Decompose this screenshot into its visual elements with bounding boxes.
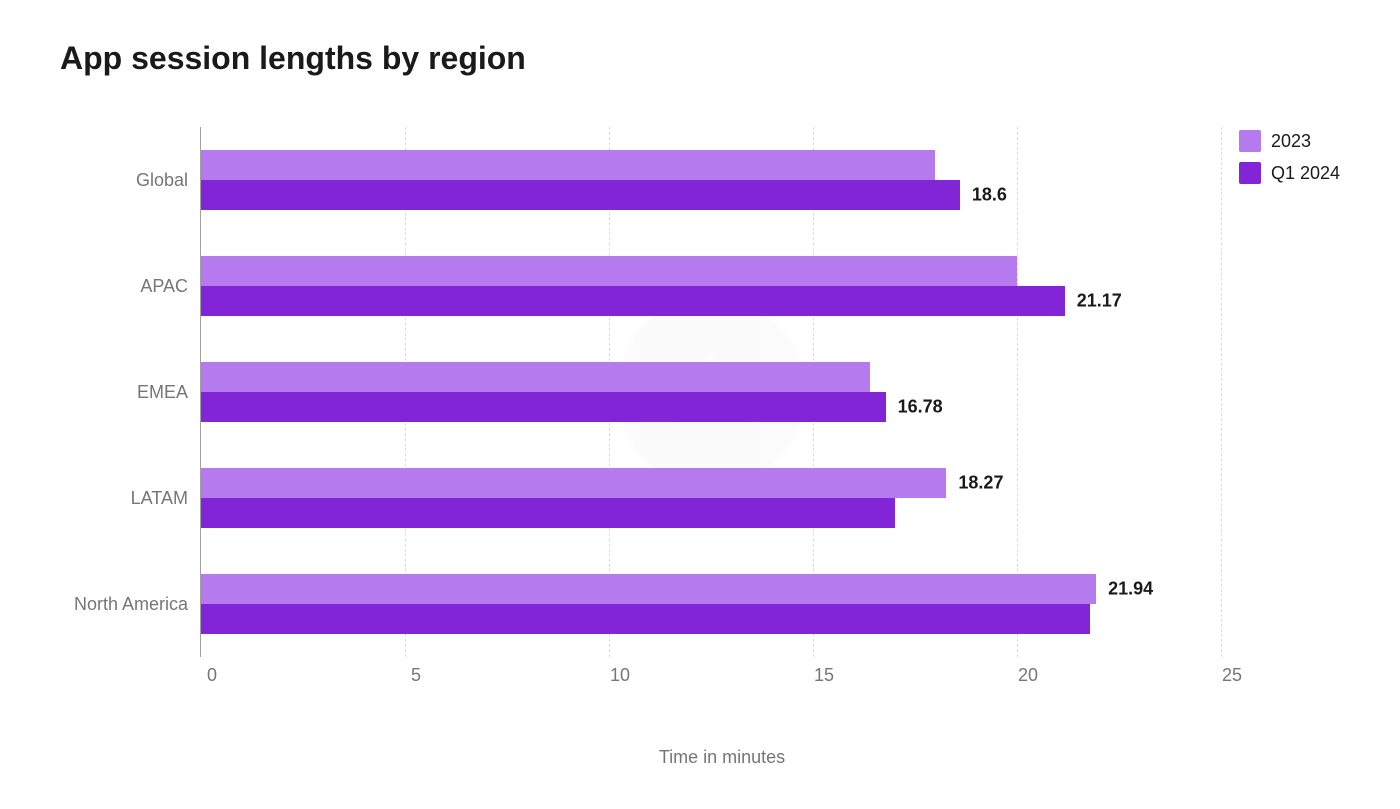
legend-item: Q1 2024 xyxy=(1239,162,1340,184)
bar-series-2023 xyxy=(201,362,870,392)
legend: 2023 Q1 2024 xyxy=(1239,130,1340,194)
x-tick-label: 5 xyxy=(411,665,421,686)
bar-value-label: 16.78 xyxy=(898,397,943,418)
bar-series-q1-2024: 18.6 xyxy=(201,180,960,210)
bar-group: 21.94 xyxy=(201,551,1220,657)
bar-series-2023 xyxy=(201,150,935,180)
bar-series-q1-2024 xyxy=(201,498,895,528)
bar-group: 21.17 xyxy=(201,233,1220,339)
x-tick-label: 15 xyxy=(814,665,834,686)
y-axis-label: APAC xyxy=(140,276,188,297)
bar-series-2023: 18.27 xyxy=(201,468,946,498)
x-tick-label: 20 xyxy=(1018,665,1038,686)
y-axis-label: EMEA xyxy=(137,382,188,403)
bar-value-label: 18.27 xyxy=(958,473,1003,494)
y-axis-label: Global xyxy=(136,170,188,191)
legend-item: 2023 xyxy=(1239,130,1340,152)
bar-series-q1-2024 xyxy=(201,604,1090,634)
x-axis: 0510152025 xyxy=(212,657,1232,707)
bar-value-label: 21.94 xyxy=(1108,579,1153,600)
bar-group: 18.27 xyxy=(201,445,1220,551)
bar-series-2023 xyxy=(201,256,1017,286)
x-axis-title: Time in minutes xyxy=(212,747,1232,768)
bar-value-label: 21.17 xyxy=(1077,291,1122,312)
plot-area: 18.6 21.17 16.78 18.27 21.94 xyxy=(200,127,1220,657)
x-tick-label: 10 xyxy=(610,665,630,686)
bar-group: 16.78 xyxy=(201,339,1220,445)
chart-container: App session lengths by region Global APAC… xyxy=(0,0,1400,809)
y-axis-labels: Global APAC EMEA LATAM North America xyxy=(60,127,200,657)
y-axis-label: LATAM xyxy=(131,488,188,509)
legend-label: Q1 2024 xyxy=(1271,163,1340,184)
y-axis-label: North America xyxy=(74,594,188,615)
legend-swatch xyxy=(1239,162,1261,184)
x-tick-label: 25 xyxy=(1222,665,1242,686)
bar-value-label: 18.6 xyxy=(972,185,1007,206)
legend-swatch xyxy=(1239,130,1261,152)
bar-series-q1-2024: 21.17 xyxy=(201,286,1065,316)
bar-group: 18.6 xyxy=(201,127,1220,233)
chart-title: App session lengths by region xyxy=(60,40,1340,77)
x-tick-label: 0 xyxy=(207,665,217,686)
bar-series-2023: 21.94 xyxy=(201,574,1096,604)
gridline xyxy=(1221,127,1222,657)
bar-series-q1-2024: 16.78 xyxy=(201,392,886,422)
legend-label: 2023 xyxy=(1271,131,1311,152)
chart-body: Global APAC EMEA LATAM North America 18.6 21.… xyxy=(60,127,1340,657)
